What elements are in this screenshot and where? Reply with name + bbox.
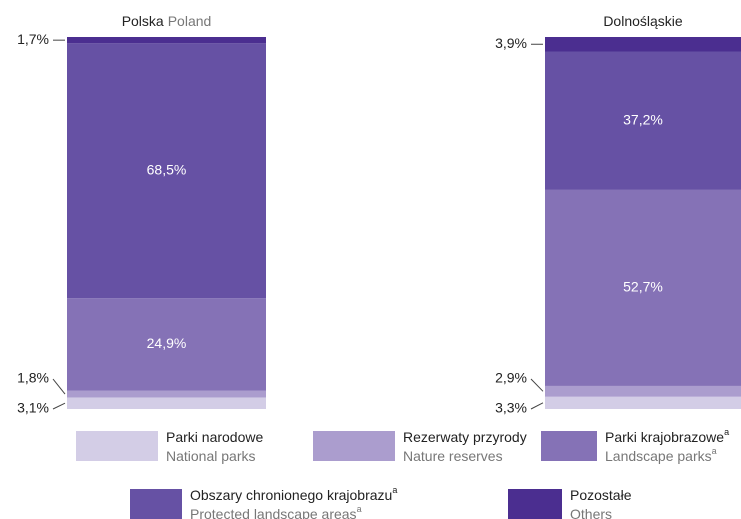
- value-label: 1,7%: [17, 31, 49, 47]
- legend-name: Pozostałe: [570, 487, 632, 503]
- bar-segment: [67, 43, 266, 299]
- value-label: 2,9%: [495, 370, 527, 386]
- legend-name: Rezerwaty przyrody: [403, 429, 527, 445]
- legend-label: Pozostałe: [570, 487, 632, 503]
- bar-segment: [545, 385, 741, 397]
- legend-swatch: [313, 431, 395, 461]
- category-name: Dolnośląskie: [603, 13, 683, 29]
- value-label: 68,5%: [147, 161, 187, 177]
- value-label: 3,3%: [495, 400, 527, 416]
- category-translation: Poland: [168, 13, 212, 29]
- legend-swatch: [508, 489, 562, 519]
- bar-segment: [545, 189, 741, 386]
- legend-footnote-en: a: [712, 446, 717, 456]
- value-label: 24,9%: [147, 335, 187, 351]
- bar-segment: [545, 51, 741, 190]
- legend-label: Obszary chronionego krajobrazua: [190, 485, 397, 502]
- value-label: 3,9%: [495, 35, 527, 51]
- legend-name: Obszary chronionego krajobrazu: [190, 487, 392, 503]
- bar-segment: [67, 390, 266, 398]
- legend-footnote: a: [392, 485, 397, 495]
- legend-name-en: Others: [570, 506, 612, 519]
- category-label: Polska Poland: [122, 13, 212, 29]
- leader-line: [52, 378, 66, 395]
- value-label: 1,8%: [17, 370, 49, 386]
- legend-label-en: National parks: [166, 448, 256, 464]
- bar-segment: [545, 37, 741, 52]
- legend-name-en: Landscape parks: [605, 448, 712, 464]
- legend-label-en: Protected landscape areasa: [190, 504, 362, 519]
- legend-name: Parki narodowe: [166, 429, 263, 445]
- bar-segment: [67, 397, 266, 409]
- value-label: 37,2%: [623, 111, 663, 127]
- legend-swatch: [541, 431, 597, 461]
- legend-name-en: Nature reserves: [403, 448, 503, 464]
- legend-label-en: Landscape parksa: [605, 446, 717, 463]
- legend-footnote-en: a: [357, 504, 362, 514]
- legend-name: Parki krajobrazowe: [605, 429, 724, 445]
- legend-label-en: Others: [570, 506, 612, 519]
- legend-swatch: [76, 431, 158, 461]
- legend-swatch: [130, 489, 182, 519]
- bar-segment: [67, 298, 266, 391]
- bar-segment: [545, 396, 741, 409]
- category-name: Polska: [122, 13, 164, 29]
- leader-line: [52, 402, 66, 410]
- legend-label: Rezerwaty przyrody: [403, 429, 527, 445]
- legend-label: Parki narodowe: [166, 429, 263, 445]
- bar-segment: [67, 37, 266, 44]
- value-label: 52,7%: [623, 279, 663, 295]
- leader-line: [530, 402, 544, 410]
- leader-line: [530, 378, 544, 392]
- legend-label: Parki krajobrazowea: [605, 427, 729, 444]
- legend-name-en: National parks: [166, 448, 256, 464]
- value-label: 3,1%: [17, 400, 49, 416]
- legend-label-en: Nature reserves: [403, 448, 503, 464]
- legend-name-en: Protected landscape areas: [190, 506, 357, 519]
- legend-footnote: a: [724, 427, 729, 437]
- category-label: Dolnośląskie: [603, 13, 683, 29]
